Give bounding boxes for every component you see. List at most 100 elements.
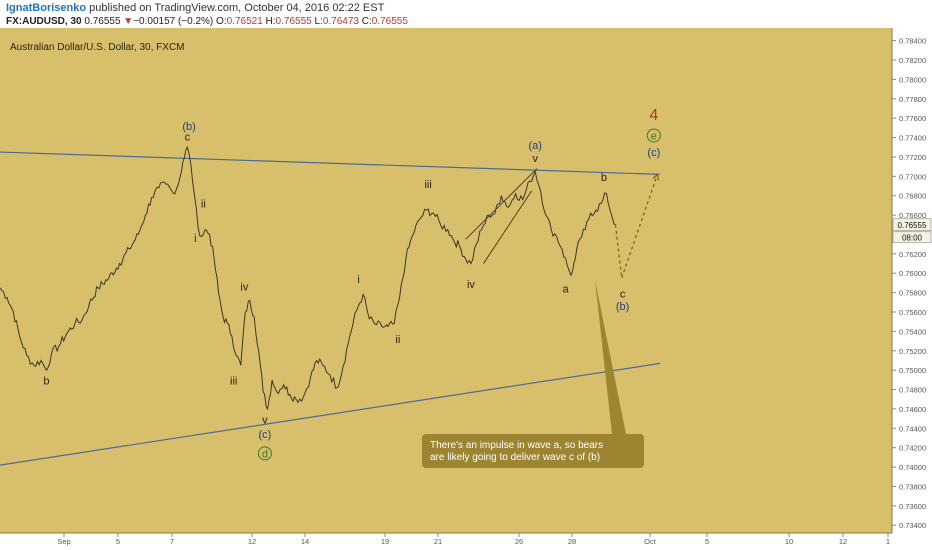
author-link[interactable]: IgnatBorisenko [6, 2, 87, 14]
price-tick-label: 0.75600 [899, 308, 926, 317]
time-tick-label: 10 [785, 537, 793, 546]
trendlines [0, 151, 661, 466]
price-tick-label: 0.77600 [899, 114, 926, 123]
channel-lines [465, 168, 538, 264]
wave-label: v [262, 414, 268, 426]
chart-title: Australian Dollar/U.S. Dollar, 30, FXCM [10, 42, 185, 53]
close-value: 0.76555 [371, 16, 408, 27]
price-tick-label: 0.74400 [899, 424, 926, 433]
time-tick-label: 12 [839, 537, 847, 546]
high-label: H: [265, 16, 276, 27]
high-value: 0.76555 [275, 16, 312, 27]
open-label: O: [216, 16, 227, 27]
wave-label: iv [467, 279, 475, 291]
time-tick-label: Oct [644, 537, 657, 546]
callout-text: are likely going to deliver wave c of (b… [430, 452, 600, 463]
wave-label: 4 [649, 107, 658, 124]
countdown-flag [892, 231, 932, 244]
close-label: C: [361, 16, 372, 27]
symbol-label: FX:AUDUSD, 30 [6, 16, 82, 27]
price-tick-label: 0.74200 [899, 444, 926, 453]
trendline [0, 151, 661, 175]
price-series [0, 145, 616, 411]
wave-label: (c) [259, 429, 272, 441]
price-tick-label: 0.77400 [899, 134, 926, 143]
wave-label: i [194, 233, 196, 245]
wave-label-circle [646, 128, 661, 143]
wave-label: i [357, 274, 359, 286]
wave-label: (c) [647, 147, 660, 159]
callout-box [422, 434, 644, 468]
price-tick-label: 0.75000 [899, 366, 926, 375]
publish-line: IgnatBorisenko published on TradingView.… [6, 2, 384, 14]
time-tick-label: 5 [116, 537, 120, 546]
low-label: L: [314, 16, 323, 27]
wave-label: b [601, 172, 607, 184]
wave-label: d [262, 448, 268, 460]
price-tick-label: 0.73800 [899, 482, 926, 491]
low-value: 0.76473 [322, 16, 359, 27]
countdown-flag-label: 08:00 [902, 233, 923, 242]
wave-label: (a) [528, 140, 541, 152]
price-tick-label: 0.78000 [899, 75, 926, 84]
price-line [0, 145, 616, 411]
price-tick-label: 0.73600 [899, 502, 926, 511]
price-tick-label: 0.78400 [899, 37, 926, 46]
wave-label: c [185, 131, 191, 143]
price-tick-label: 0.75200 [899, 347, 926, 356]
open-value: 0.76521 [226, 16, 263, 27]
projection-line [614, 174, 658, 279]
wave-label: v [532, 153, 538, 165]
wave-label: c [620, 288, 626, 300]
price-change: −0.00157 (−0.2%) [133, 16, 214, 27]
callout-text: There's an impulse in wave a, so bears [430, 440, 603, 451]
wave-label: e [651, 130, 657, 142]
time-tick-label: 12 [248, 537, 256, 546]
projection-path [614, 173, 659, 279]
channel-line [465, 168, 538, 240]
price-tick-label: 0.75800 [899, 289, 926, 298]
price-tick-label: 0.73400 [899, 521, 926, 530]
down-arrow-icon: ▼ [123, 16, 134, 27]
wave-label: ii [201, 198, 206, 210]
wave-labels: (b)ciiiiviiiv(c)dbiiiiiiiv(a)vabc(b)4e(c… [43, 107, 661, 461]
price-tick-label: 0.74800 [899, 386, 926, 395]
wave-label: b [43, 376, 49, 388]
price-tick-label: 0.77800 [899, 95, 926, 104]
chart-header: IgnatBorisenko published on TradingView.… [0, 0, 932, 28]
wave-label: (b) [616, 301, 629, 313]
time-tick-label: 14 [301, 537, 309, 546]
wave-label: ii [395, 334, 400, 346]
price-tick-label: 0.76200 [899, 250, 926, 259]
time-tick-label: Sep [57, 537, 70, 546]
projection-arrowhead [652, 173, 659, 181]
publish-info: published on TradingView.com, October 04… [89, 2, 385, 14]
price-tick-label: 0.74600 [899, 405, 926, 414]
price-tick-label: 0.74000 [899, 463, 926, 472]
price-chart[interactable]: Australian Dollar/U.S. Dollar, 30, FXCM … [0, 28, 932, 550]
wave-label: iii [230, 376, 237, 388]
price-tick-label: 0.77000 [899, 172, 926, 181]
quote-line: FX:AUDUSD, 30 0.76555 ▼−0.00157 (−0.2%) … [6, 16, 408, 27]
price-axis[interactable] [892, 28, 932, 550]
time-tick-label: 5 [705, 537, 709, 546]
time-axis[interactable] [0, 533, 892, 550]
wave-label: (b) [182, 121, 195, 133]
channel-line [483, 190, 533, 264]
wave-label: iv [240, 282, 248, 294]
time-tick-label: 21 [434, 537, 442, 546]
time-tick-label: 28 [568, 537, 576, 546]
time-tick-label: 1 [886, 537, 890, 546]
time-tick-label: 26 [515, 537, 523, 546]
last-price-flag [892, 218, 932, 232]
time-tick-label: 19 [381, 537, 389, 546]
last-price-flag-label: 0.76555 [898, 221, 927, 230]
time-ticks: Sep 5 7 12 14 19 21 26 28 Oct 5 10 12 1 [57, 533, 890, 546]
time-tick-label: 7 [170, 537, 174, 546]
wave-label: iii [424, 179, 431, 191]
price-tick-label: 0.77200 [899, 153, 926, 162]
callout-pointer [595, 280, 626, 434]
price-tick-label: 0.76600 [899, 211, 926, 220]
price-tick-label: 0.78200 [899, 56, 926, 65]
wave-label: a [562, 284, 569, 296]
